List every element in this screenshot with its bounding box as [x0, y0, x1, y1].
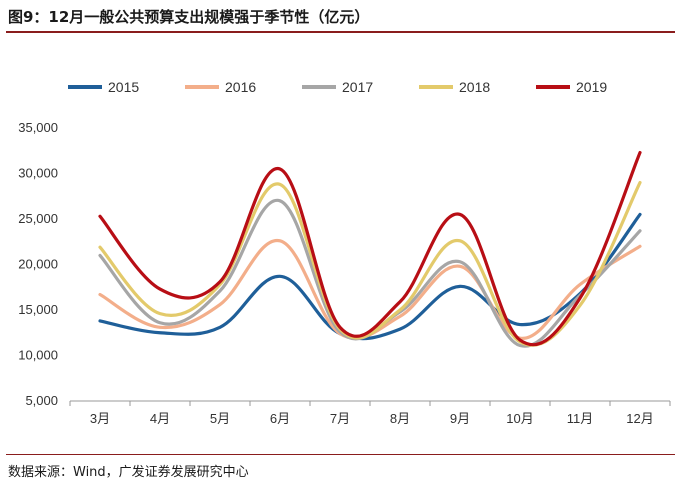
series-line-2016: [98, 239, 642, 340]
y-axis: 5,000 10,000 15,000 20,000 25,000 30,000 35,00…: [18, 120, 58, 408]
legend-label-2016: 2016: [225, 79, 256, 95]
chart-legend: 2015 2016 2017 2018 2019: [68, 79, 607, 95]
legend-label-2017: 2017: [342, 79, 373, 95]
y-tick-label: 25,000: [18, 211, 58, 226]
y-tick-label: 20,000: [18, 257, 58, 272]
line-chart: 2015 2016 2017 2018 2019 5,000 10,000 15,000 20…: [18, 79, 671, 426]
figure-title: 图9：12月一般公共预算支出规模强于季节性（亿元）: [8, 8, 370, 26]
x-tick-label: 9月: [450, 411, 470, 426]
x-tick-label: 12月: [626, 411, 653, 426]
legend-label-2015: 2015: [108, 79, 139, 95]
x-tick-label: 5月: [210, 411, 230, 426]
x-tick-label: 7月: [330, 411, 350, 426]
x-tick-label: 3月: [90, 411, 110, 426]
x-tick-label: 8月: [390, 411, 410, 426]
series-line-2015: [98, 212, 642, 341]
legend-label-2019: 2019: [576, 79, 607, 95]
source-note: 数据来源：Wind，广发证券发展研究中心: [8, 465, 249, 480]
legend-label-2018: 2018: [459, 79, 490, 95]
source-rule: [6, 454, 675, 455]
x-tick-label: 10月: [506, 411, 533, 426]
y-tick-label: 15,000: [18, 302, 58, 317]
y-tick-label: 35,000: [18, 120, 58, 135]
x-tick-label: 6月: [270, 411, 290, 426]
series-line-2019: [98, 150, 642, 347]
series-lines: [98, 150, 642, 348]
y-tick-label: 10,000: [18, 348, 58, 363]
y-tick-label: 30,000: [18, 166, 58, 181]
x-tick-label: 11月: [567, 411, 594, 426]
title-rule: [6, 31, 675, 33]
y-tick-label: 5,000: [25, 393, 58, 408]
x-tick-label: 4月: [150, 411, 170, 426]
x-axis: 3月 4月 5月 6月 7月 8月 9月 10月 11月 12月: [69, 400, 671, 426]
